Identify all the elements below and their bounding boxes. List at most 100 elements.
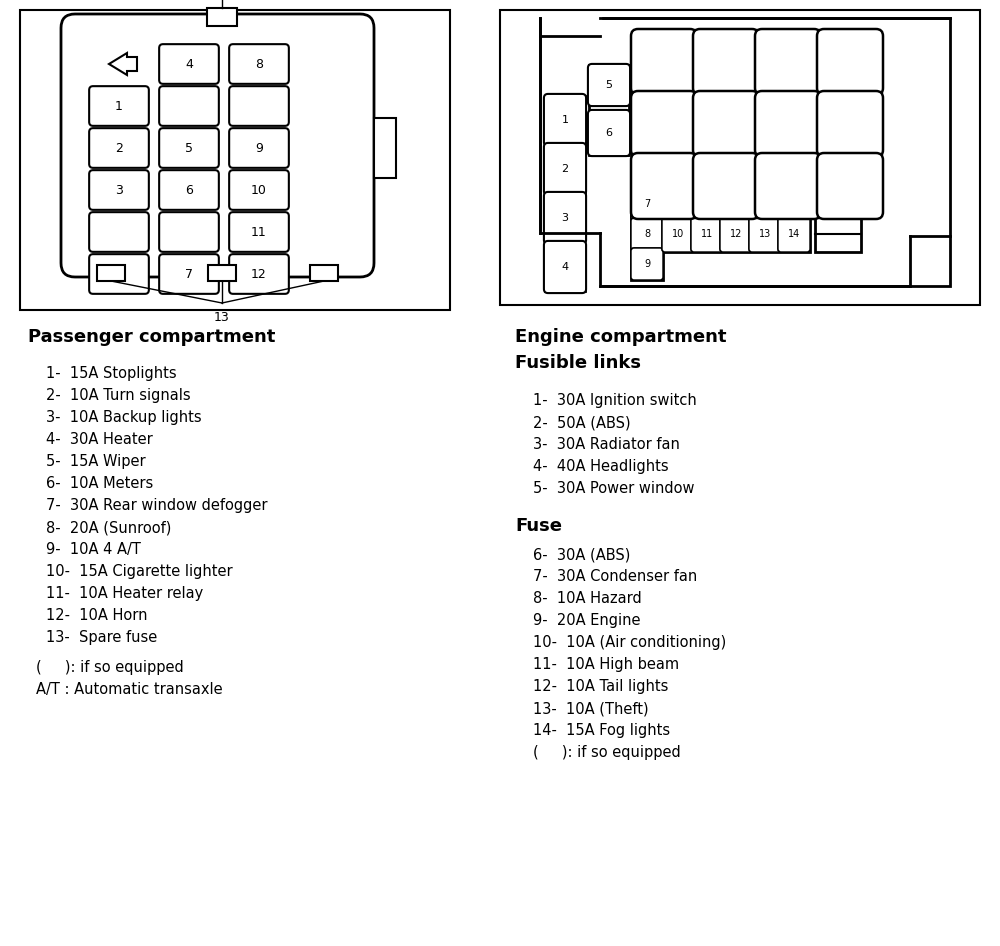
Text: 11: 11	[251, 225, 267, 238]
Text: 4-  30A Heater: 4- 30A Heater	[46, 432, 153, 447]
FancyBboxPatch shape	[89, 86, 149, 126]
Text: 12: 12	[251, 268, 267, 281]
Text: 10-  15A Cigarette lighter: 10- 15A Cigarette lighter	[46, 564, 233, 579]
FancyBboxPatch shape	[755, 29, 821, 95]
Text: 10-  10A (Air conditioning): 10- 10A (Air conditioning)	[533, 635, 726, 650]
FancyBboxPatch shape	[89, 212, 149, 252]
Bar	[815, 216, 861, 252]
FancyBboxPatch shape	[229, 170, 289, 210]
Bar	[662, 216, 810, 252]
Text: 14: 14	[788, 229, 800, 239]
FancyBboxPatch shape	[61, 14, 374, 277]
FancyBboxPatch shape	[159, 86, 219, 126]
FancyBboxPatch shape	[159, 212, 219, 252]
Text: 11: 11	[701, 229, 713, 239]
FancyBboxPatch shape	[229, 254, 289, 294]
FancyBboxPatch shape	[89, 128, 149, 167]
FancyArrow shape	[109, 53, 137, 75]
FancyBboxPatch shape	[229, 44, 289, 84]
Text: 8: 8	[255, 58, 263, 71]
FancyBboxPatch shape	[817, 29, 883, 95]
FancyBboxPatch shape	[544, 192, 586, 244]
FancyBboxPatch shape	[159, 44, 219, 84]
Bar	[589, 65, 629, 155]
FancyBboxPatch shape	[693, 153, 759, 219]
FancyBboxPatch shape	[159, 128, 219, 167]
Text: Engine compartment: Engine compartment	[515, 328, 726, 346]
Text: 13: 13	[759, 229, 771, 239]
Text: 7: 7	[185, 268, 193, 281]
Bar	[540, 18, 600, 36]
Text: 6-  10A Meters: 6- 10A Meters	[46, 476, 153, 491]
Text: 6: 6	[185, 184, 193, 197]
Text: 9-  10A 4 A/T: 9- 10A 4 A/T	[46, 542, 141, 557]
FancyBboxPatch shape	[229, 212, 289, 252]
FancyBboxPatch shape	[159, 254, 219, 294]
Text: 2: 2	[561, 164, 569, 174]
Text: 3: 3	[115, 184, 123, 197]
Text: 12-  10A Tail lights: 12- 10A Tail lights	[533, 679, 668, 694]
Text: 7: 7	[644, 199, 650, 209]
FancyBboxPatch shape	[631, 29, 697, 95]
Text: 2-  10A Turn signals: 2- 10A Turn signals	[46, 388, 191, 403]
Text: 7-  30A Condenser fan: 7- 30A Condenser fan	[533, 569, 697, 584]
FancyBboxPatch shape	[755, 153, 821, 219]
Text: 1: 1	[115, 99, 123, 113]
Text: 8-  20A (Sunroof): 8- 20A (Sunroof)	[46, 520, 171, 535]
FancyBboxPatch shape	[544, 241, 586, 293]
Text: 5: 5	[606, 80, 612, 90]
FancyBboxPatch shape	[817, 91, 883, 157]
Text: Passenger compartment: Passenger compartment	[28, 328, 275, 346]
Bar	[310, 265, 338, 281]
FancyBboxPatch shape	[720, 216, 752, 253]
Text: 11-  10A High beam: 11- 10A High beam	[533, 657, 679, 672]
FancyBboxPatch shape	[817, 153, 883, 219]
Text: (     ): if so equipped: ( ): if so equipped	[533, 745, 681, 760]
FancyBboxPatch shape	[229, 86, 289, 126]
Text: 10: 10	[251, 184, 267, 197]
FancyBboxPatch shape	[693, 91, 759, 157]
Text: 4: 4	[561, 262, 569, 272]
FancyBboxPatch shape	[631, 91, 697, 157]
Text: 3: 3	[562, 213, 568, 223]
Text: 2: 2	[115, 142, 123, 154]
Text: 9: 9	[255, 142, 263, 154]
Text: 5: 5	[185, 142, 193, 154]
FancyBboxPatch shape	[588, 64, 630, 106]
FancyBboxPatch shape	[778, 216, 810, 253]
Bar	[20, 10, 450, 310]
Bar	[540, 233, 600, 286]
FancyBboxPatch shape	[631, 188, 663, 220]
Text: 14-  15A Fog lights: 14- 15A Fog lights	[533, 723, 670, 738]
Text: 4: 4	[185, 58, 193, 71]
Text: Fuse: Fuse	[515, 517, 562, 535]
Text: 12: 12	[730, 229, 742, 239]
Text: 9-  20A Engine: 9- 20A Engine	[533, 613, 640, 628]
Bar	[97, 265, 125, 281]
FancyBboxPatch shape	[755, 91, 821, 157]
Bar	[500, 10, 980, 305]
Text: 5-  15A Wiper: 5- 15A Wiper	[46, 454, 146, 469]
Text: 5-  30A Power window: 5- 30A Power window	[533, 481, 694, 496]
Text: 6: 6	[606, 128, 612, 138]
FancyBboxPatch shape	[588, 110, 630, 156]
Text: 8-  10A Hazard: 8- 10A Hazard	[533, 591, 642, 606]
FancyBboxPatch shape	[159, 170, 219, 210]
Text: A/T : Automatic transaxle: A/T : Automatic transaxle	[36, 682, 223, 697]
FancyBboxPatch shape	[544, 143, 586, 195]
Bar	[540, 18, 950, 286]
FancyBboxPatch shape	[89, 254, 149, 294]
Text: 13: 13	[214, 311, 230, 324]
Text: (     ): if so equipped: ( ): if so equipped	[36, 660, 184, 675]
FancyBboxPatch shape	[693, 29, 759, 95]
Text: 6-  30A (ABS): 6- 30A (ABS)	[533, 547, 630, 562]
Bar	[545, 96, 585, 291]
FancyBboxPatch shape	[691, 216, 723, 253]
Text: Fusible links: Fusible links	[515, 354, 641, 372]
Text: 7-  30A Rear window defogger: 7- 30A Rear window defogger	[46, 498, 268, 513]
FancyBboxPatch shape	[631, 153, 697, 219]
FancyBboxPatch shape	[544, 94, 586, 146]
Text: 4-  40A Headlights: 4- 40A Headlights	[533, 459, 669, 474]
FancyBboxPatch shape	[229, 128, 289, 167]
Bar	[374, 118, 396, 178]
